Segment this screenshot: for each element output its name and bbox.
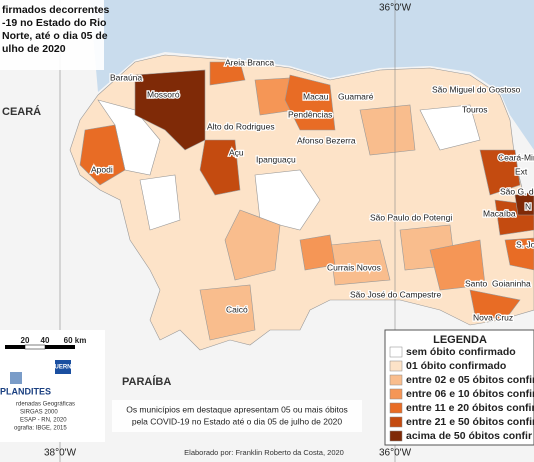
legend-swatch	[389, 416, 403, 428]
legend-box	[384, 329, 534, 446]
title-line: ulho de 2020	[2, 43, 66, 55]
place-label: Areia Branca	[225, 57, 274, 67]
place-label: Mossoró	[147, 89, 180, 99]
place-label: Açu	[229, 147, 244, 157]
legend-label: entre 21 e 50 óbitos confir	[406, 416, 534, 428]
scale-segment	[24, 344, 46, 350]
legend-label: entre 06 e 10 óbitos confir	[406, 388, 534, 400]
municipality	[199, 284, 256, 341]
scale-label: 40	[41, 336, 50, 345]
place-label: Apodi	[91, 164, 113, 174]
legend-title: LEGENDA	[433, 334, 487, 346]
place-label: Goianinha	[492, 278, 531, 288]
coordinate-label: 36°0'W	[379, 3, 412, 14]
credit-line: SIRGAS 2000	[20, 410, 58, 416]
place-label: Currais Novos	[327, 262, 381, 272]
note-line: Os municípios em destaque apresentam 05 …	[126, 404, 348, 414]
place-label: Santo	[465, 278, 487, 288]
credit-line: ESAP - RN, 2020	[20, 418, 67, 424]
legend-label: entre 11 e 20 óbitos confir	[406, 402, 534, 414]
legend-swatch	[389, 360, 403, 372]
place-label: Alto do Rodrigues	[207, 121, 275, 131]
municipality	[419, 104, 481, 151]
ocean	[90, 0, 534, 150]
author-label: Elaborado por: Franklin Roberto da Costa…	[184, 448, 344, 457]
legend-swatch	[389, 388, 403, 400]
legend-label: entre 02 e 05 óbitos confir	[406, 374, 534, 386]
municipality	[134, 69, 206, 151]
place-label: Touros	[462, 104, 488, 114]
note-line: pela COVID-19 no Estado até o dia 05 de …	[132, 416, 343, 426]
municipality	[79, 124, 126, 186]
place-label: Afonso Bezerra	[297, 135, 356, 145]
legend-label: 01 óbito confirmado	[406, 360, 506, 372]
logo-icon	[10, 372, 22, 384]
legend-label: acima de 50 óbitos confir	[406, 430, 532, 442]
place-label: Baraúna	[110, 72, 142, 82]
legend-swatch	[389, 346, 403, 358]
state-label: CEARÁ	[2, 105, 41, 118]
municipality	[209, 61, 246, 86]
coordinate-label: 38°0'W	[44, 448, 77, 459]
place-label: Ext	[515, 166, 528, 176]
legend-swatch	[389, 402, 403, 414]
legend-label: sem óbito confirmado	[406, 346, 516, 358]
municipality	[139, 174, 181, 231]
scale-label: 60 km	[64, 336, 87, 345]
logo-text: PLANDITES	[0, 386, 51, 396]
logo-icon	[55, 360, 71, 374]
place-label: Macaíba	[483, 208, 516, 218]
note-box	[112, 400, 362, 432]
state-label: PARAÍBA	[122, 375, 171, 388]
place-label: S. Jo	[516, 239, 534, 249]
legend-swatch	[389, 374, 403, 386]
municipality	[514, 191, 534, 216]
title-line: Norte, até o dia 05 de	[2, 30, 108, 42]
place-label: Macau	[303, 91, 329, 101]
municipality	[469, 289, 521, 321]
municipality	[299, 234, 336, 271]
credit-line: ografia: IBGE, 2015	[14, 426, 67, 432]
municipality	[284, 74, 336, 131]
legend-swatch	[389, 430, 403, 442]
place-label: Ipanguaçu	[256, 154, 296, 164]
scale-bar	[5, 344, 75, 350]
scale-segment	[45, 345, 75, 349]
municipality	[199, 139, 241, 196]
municipality	[224, 209, 281, 281]
scale-label: 20	[21, 336, 30, 345]
place-label: São Paulo do Potengi	[370, 212, 452, 222]
title-line: -19 no Estado do Rio	[2, 17, 106, 29]
title-line: firmados decorrentes	[2, 4, 110, 16]
municipality	[504, 237, 534, 271]
logo-text: UERN	[54, 365, 71, 371]
place-label: Guamaré	[338, 91, 374, 101]
place-label: Caicó	[226, 304, 248, 314]
title-box	[0, 0, 104, 70]
municipality	[329, 239, 391, 286]
credit-line: rdenadas Geográficas	[16, 402, 75, 408]
place-label: Nova Cruz	[473, 312, 513, 322]
scale-segment	[5, 345, 25, 349]
place-label: N	[525, 201, 531, 211]
municipality	[254, 169, 321, 231]
place-label: Ceará-Mirim	[498, 152, 534, 162]
municipality	[359, 104, 416, 156]
place-label: Pendências	[288, 109, 332, 119]
place-label: São G. do Am	[500, 186, 534, 196]
place-label: São Miguel do Gostoso	[432, 84, 521, 94]
municipality	[479, 149, 521, 196]
municipality	[429, 239, 486, 291]
coordinate-label: 36°0'W	[379, 448, 412, 459]
place-label: São José do Campestre	[350, 289, 441, 299]
